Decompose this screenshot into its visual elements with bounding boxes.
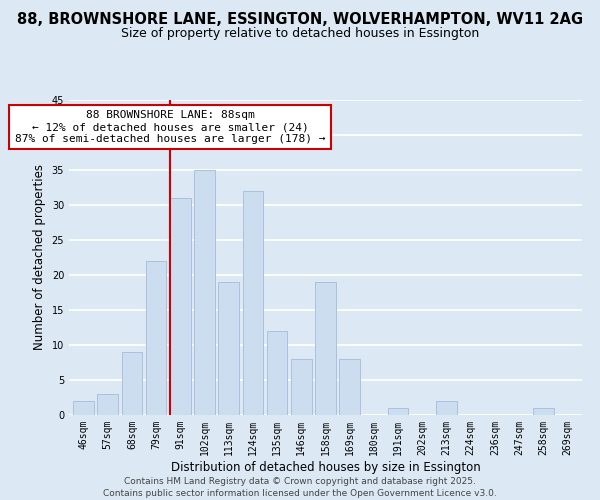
- Bar: [73, 401, 94, 415]
- Bar: [242, 191, 263, 415]
- Bar: [436, 401, 457, 415]
- Bar: [533, 408, 554, 415]
- Text: 88, BROWNSHORE LANE, ESSINGTON, WOLVERHAMPTON, WV11 2AG: 88, BROWNSHORE LANE, ESSINGTON, WOLVERHA…: [17, 12, 583, 28]
- Bar: [340, 359, 360, 415]
- Bar: [122, 352, 142, 415]
- Text: Contains public sector information licensed under the Open Government Licence v3: Contains public sector information licen…: [103, 489, 497, 498]
- Y-axis label: Number of detached properties: Number of detached properties: [33, 164, 46, 350]
- X-axis label: Distribution of detached houses by size in Essington: Distribution of detached houses by size …: [170, 460, 481, 473]
- Bar: [194, 170, 215, 415]
- Text: 88 BROWNSHORE LANE: 88sqm
← 12% of detached houses are smaller (24)
87% of semi-: 88 BROWNSHORE LANE: 88sqm ← 12% of detac…: [15, 110, 325, 144]
- Bar: [218, 282, 239, 415]
- Bar: [97, 394, 118, 415]
- Bar: [388, 408, 409, 415]
- Bar: [146, 261, 166, 415]
- Bar: [291, 359, 311, 415]
- Bar: [170, 198, 191, 415]
- Text: Size of property relative to detached houses in Essington: Size of property relative to detached ho…: [121, 28, 479, 40]
- Bar: [315, 282, 336, 415]
- Text: Contains HM Land Registry data © Crown copyright and database right 2025.: Contains HM Land Registry data © Crown c…: [124, 478, 476, 486]
- Bar: [267, 331, 287, 415]
